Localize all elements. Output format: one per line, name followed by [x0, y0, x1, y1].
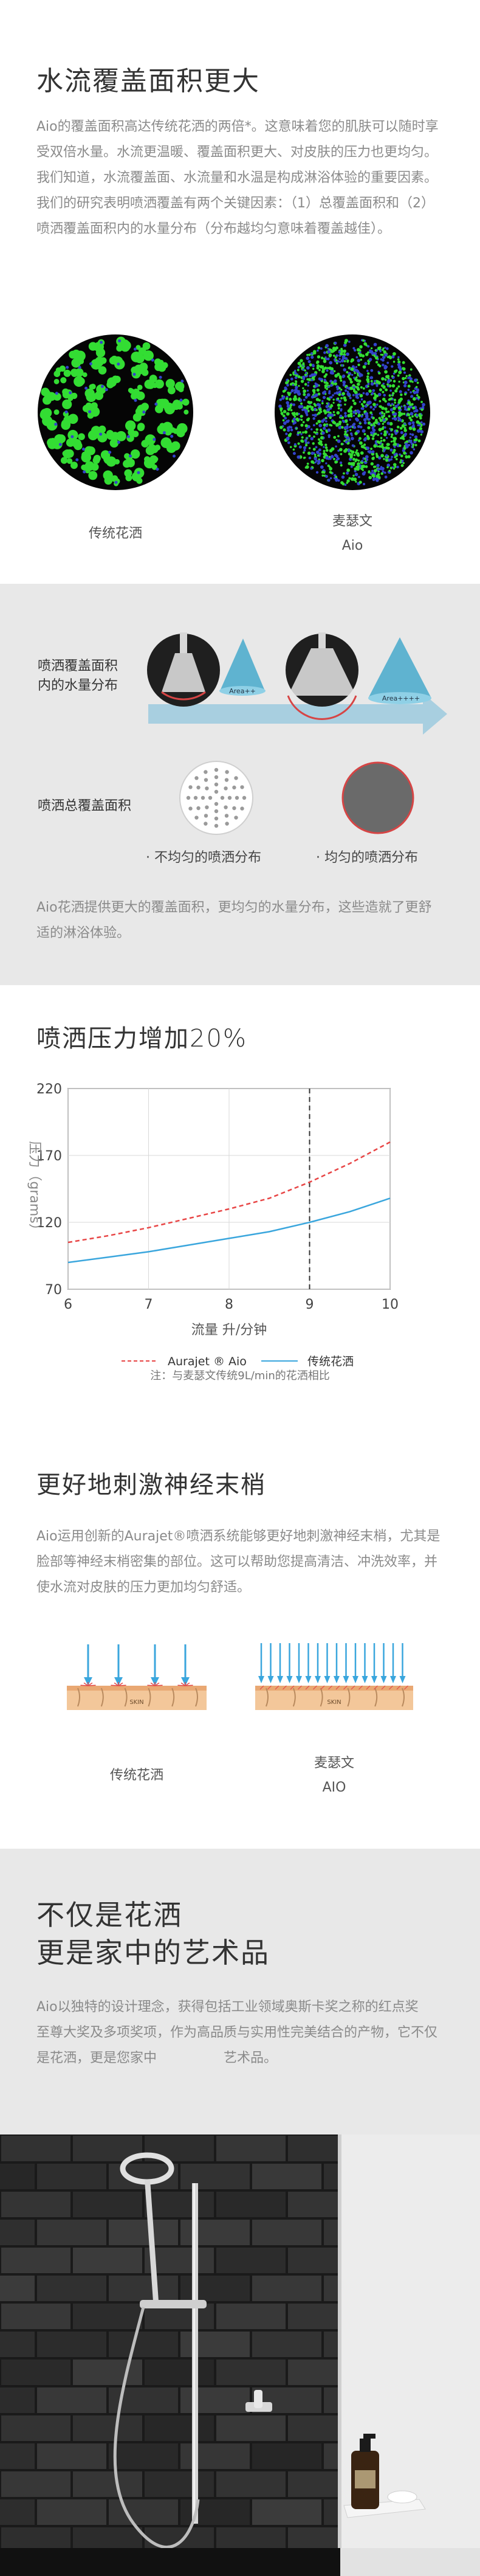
x-tick-label: 9	[306, 1297, 314, 1312]
coverage-paragraph-2: 我们知道，水流覆盖面、水流量和水温是构成淋浴体验的重要因素。我们的研究表明喷洒覆…	[36, 170, 438, 237]
coverage-title: 水流覆盖面积更大	[36, 66, 260, 97]
distribution-label-row1: 喷洒覆盖面积 内的水量分布	[38, 657, 118, 696]
soap-bottle	[351, 2434, 379, 2509]
skin-label: SKIN	[129, 1699, 143, 1706]
bathroom-photo	[0, 2135, 480, 2576]
x-tick-label: 6	[64, 1297, 72, 1312]
y-tick-label: 120	[36, 1216, 62, 1231]
cone-diagrams: Area++ Area++++	[147, 632, 447, 735]
improvement-arrow	[148, 693, 447, 735]
nerve-title: 更好地刺激神经末梢	[36, 1472, 266, 1499]
uneven-spray-icon	[179, 761, 253, 835]
skin-label: SKIN	[327, 1699, 341, 1706]
large-cone-icon: Area++++	[368, 637, 431, 704]
nerve-aio-caption-brand: 麦瑟文	[314, 1756, 354, 1771]
series-line-1	[67, 1197, 391, 1264]
y-axis-label: 压力（grams）	[27, 1141, 42, 1236]
uneven-label: · 不均匀的喷洒分布	[146, 850, 261, 865]
x-tick-label: 10	[382, 1297, 399, 1312]
series-line-0	[67, 1141, 391, 1244]
y-tick-label: 170	[36, 1149, 62, 1164]
traditional-spray-pattern	[38, 334, 193, 490]
y-tick-label: 70	[45, 1283, 62, 1298]
bathroom-illustration	[0, 2135, 480, 2576]
art-title-line1: 不仅是花洒	[36, 1899, 182, 1931]
distribution-section: 喷洒覆盖面积 内的水量分布 喷洒总覆盖面积 Area++	[0, 584, 480, 985]
nerve-aio-caption-model: AIO	[322, 1780, 346, 1795]
coverage-description: Aio的覆盖面积高达传统花洒的两倍*。这意味着您的肌肤可以随时享受双倍水量。水流…	[36, 114, 444, 242]
shower-hose	[113, 2307, 200, 2549]
coverage-section: 水流覆盖面积更大 Aio的覆盖面积高达传统花洒的两倍*。这意味着您的肌肤可以随时…	[0, 0, 480, 584]
row1-label-line1: 喷洒覆盖面积	[38, 659, 118, 674]
art-section: 不仅是花洒 更是家中的艺术品 Aio以独特的设计理念，获得包括工业领域奥斯卡奖之…	[0, 1849, 480, 2135]
x-tick-label: 8	[225, 1297, 233, 1312]
x-axis-label: 流量 升/分钟	[191, 1323, 267, 1338]
row1-label-line2: 内的水量分布	[38, 678, 118, 693]
traditional-caption: 传统花洒	[88, 526, 142, 541]
even-spray-icon	[341, 761, 414, 834]
shower-head	[120, 2152, 207, 2308]
traditional-nerve-diagram: SKIN	[67, 1644, 207, 1710]
small-cone-label: Area++	[229, 687, 256, 695]
soap-dish	[387, 2490, 417, 2504]
pressure-title: 喷洒压力增加20%	[36, 1025, 247, 1053]
aio-head-icon	[286, 632, 358, 720]
small-cone-icon: Area++	[219, 639, 266, 696]
x-tick-label: 7	[145, 1297, 153, 1312]
large-cone-label: Area++++	[382, 694, 420, 702]
art-title: 不仅是花洒 更是家中的艺术品	[36, 1896, 270, 1972]
mixer-tap	[245, 2390, 272, 2412]
traditional-head-icon	[147, 632, 220, 707]
pressure-note: 注：与麦瑟文传统9L/min的花洒相比	[150, 1369, 330, 1382]
nerve-traditional-caption: 传统花洒	[109, 1768, 163, 1783]
nerve-section: 更好地刺激神经末梢 Aio运用创新的Aurajet®喷洒系统能够更好地刺激神经末…	[0, 1472, 480, 1849]
aio-caption-brand: 麦瑟文	[332, 514, 372, 529]
even-label: · 均匀的喷洒分布	[316, 850, 418, 865]
nerve-paragraph: Aio运用创新的Aurajet®喷洒系统能够更好地刺激神经末梢，尤其是脸部等神经…	[36, 1529, 441, 1595]
aio-nerve-diagram: SKIN	[255, 1643, 413, 1710]
distribution-label-row2: 喷洒总覆盖面积	[38, 798, 132, 814]
shower-rail	[192, 2183, 198, 2524]
y-tick-label: 220	[36, 1082, 62, 1097]
distribution-paragraph: Aio花洒提供更大的覆盖面积，更均匀的水量分布，这些造就了更舒适的淋浴体验。	[36, 900, 432, 941]
pressure-chart: 6 7 8 9 10 70 120 170 220 流量 升/分钟 压力（grams） Aurajet…	[27, 1082, 399, 1368]
legend-label-0: Aurajet ® Aio	[168, 1355, 247, 1368]
coverage-paragraph-1: Aio的覆盖面积高达传统花洒的两倍*。这意味着您的肌肤可以随时享受双倍水量。水流…	[36, 119, 439, 160]
legend-label-1: 传统花洒	[307, 1355, 354, 1368]
aio-spray-pattern	[275, 334, 430, 490]
art-paragraph: Aio以独特的设计理念，获得包括工业领域奥斯卡奖之称的红点奖 至尊大奖及多项奖项…	[36, 2000, 472, 2066]
pressure-section: 喷洒压力增加20% 6 7 8 9 10 70 120 170 220 流量 升/分钟 压力（gra…	[0, 985, 480, 1472]
art-title-line2: 更是家中的艺术品	[36, 1936, 270, 1969]
aio-caption-model: Aio	[341, 538, 363, 553]
